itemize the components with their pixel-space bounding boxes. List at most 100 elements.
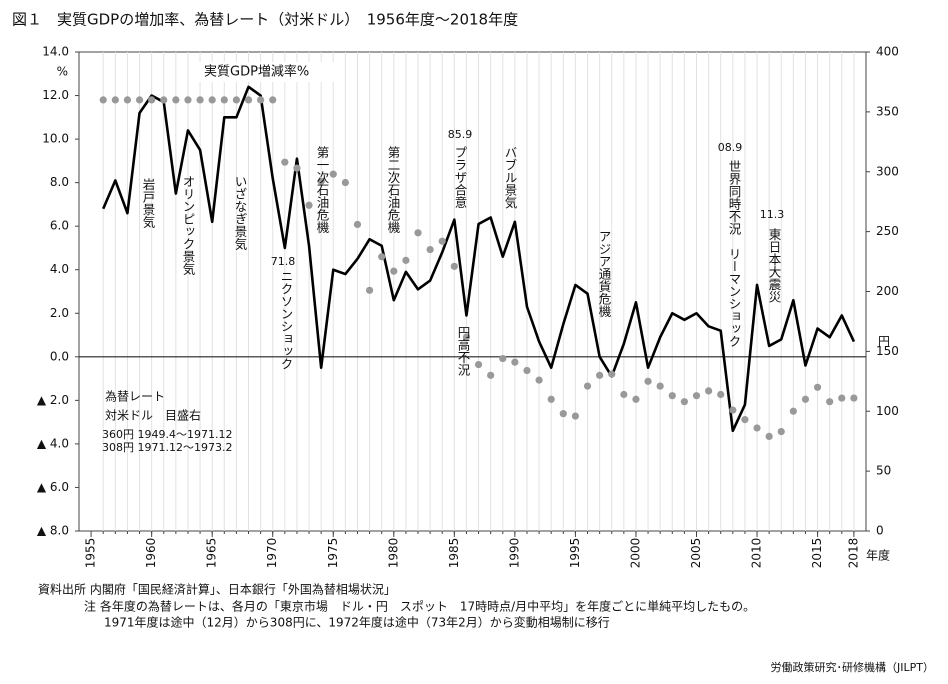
rate-dot (474, 360, 483, 369)
y-tick-label: 10.0 (42, 132, 69, 146)
y2-tick-label: 150 (876, 344, 899, 358)
rate-dot (668, 392, 676, 400)
rate-dot (317, 177, 325, 185)
legend-note: 308円 1971.12～1973.2 (102, 441, 232, 454)
y2-tick-label: 0 (876, 524, 884, 538)
y2-unit: 円 (878, 335, 890, 349)
annotation: いざなぎ景気 (233, 175, 248, 251)
x-tick-label: 1965 (205, 538, 219, 569)
rate-dot (838, 394, 846, 402)
x-tick-label: 2005 (689, 538, 703, 569)
y2-tick-label: 250 (876, 224, 899, 238)
annotation: 第二次石油危機 (386, 146, 401, 234)
rate-dot (378, 253, 386, 261)
plot-frame (78, 51, 867, 532)
y-tick-label: 0.0 (50, 349, 69, 363)
rate-dot (741, 416, 749, 424)
rate-dot (172, 96, 180, 104)
rate-dot (353, 220, 362, 229)
x-tick-label: 2000 (628, 538, 642, 569)
x-tick-label: 1955 (84, 538, 98, 569)
label-bg (196, 62, 336, 82)
rate-dot (293, 164, 301, 172)
x-tick-label: 1980 (386, 538, 400, 569)
y2-tick-label: 50 (876, 464, 891, 478)
y-tick-label: 2.0 (50, 306, 69, 320)
rate-dot (390, 267, 398, 275)
rate-dot (692, 392, 701, 400)
rate-dot (559, 410, 567, 418)
annotation: プラザ合意 (453, 146, 468, 209)
y2-tick-label: 400 (876, 45, 899, 59)
rate-dot (705, 387, 713, 395)
rate-dot (571, 412, 580, 420)
legend-note: 360円 1949.4～1971.12 (102, 428, 232, 441)
rate-dot (365, 286, 374, 294)
rate-dot (523, 366, 531, 375)
rate-dot (850, 394, 858, 402)
y-unit: % (57, 65, 68, 79)
rate-dot (257, 96, 265, 104)
rate-dot (729, 406, 737, 414)
rate-dot (135, 96, 144, 104)
rate-dot (717, 390, 725, 399)
rate-dot (329, 170, 337, 178)
annotation: バブル景気 (503, 146, 518, 209)
y-tick-label: ▲ 8.0 (37, 524, 69, 538)
rate-dot (596, 371, 604, 379)
gdp-line (102, 85, 856, 433)
rate-dot (196, 96, 204, 104)
annotation: 第一次石油危機 (315, 146, 330, 234)
rate-dot (535, 376, 543, 384)
rate-dot (656, 382, 664, 390)
y-tick-label: ▲ 4.0 (37, 436, 69, 450)
y2-tick-label: 100 (876, 404, 899, 418)
rate-dot (462, 333, 471, 341)
rate-dot (777, 428, 785, 436)
rate-dot (305, 201, 313, 209)
y-tick-label: 8.0 (50, 175, 69, 189)
rate-dot (111, 96, 119, 104)
x-tick-label: 2015 (810, 538, 824, 569)
annotation: アジア通貨危機 (597, 230, 612, 318)
x-tick-label: 1975 (326, 538, 340, 569)
rate-dot (269, 96, 277, 104)
legend-label: 為替レート (105, 390, 165, 404)
rate-dot (632, 395, 640, 403)
x-tick-label: 1995 (568, 538, 582, 569)
rate-dot (426, 245, 434, 254)
note: 注 各年度の為替レートは、各月の「東京市場 ドル・円 スポット 17時時点/月中… (84, 599, 755, 614)
rate-dot (438, 237, 446, 245)
x-tick-label: 2018 (846, 538, 860, 569)
x-tick-label: 1990 (507, 538, 521, 569)
y-tick-label: ▲ 2.0 (37, 393, 69, 407)
rate-dot (499, 354, 507, 363)
y2-tick-label: 300 (876, 164, 899, 178)
rate-dot (583, 382, 592, 390)
y-tick-label: 14.0 (42, 45, 69, 59)
rate-dot (765, 432, 773, 440)
rate-dot (148, 96, 156, 104)
legend-note: 対米ドル 目盛右 (105, 408, 201, 423)
rate-dot (123, 96, 132, 104)
annotation: 85.9 (448, 128, 473, 141)
x-tick-label: 1985 (447, 538, 461, 569)
rate-dot (160, 96, 168, 104)
rate-dot (487, 371, 495, 379)
source: 資料出所 内閣府「国民経済計算」、日本銀行「外国為替相場状況」 (38, 582, 396, 597)
y-tick-label: 12.0 (42, 88, 69, 102)
annotation: 東日本大震災 (767, 228, 782, 303)
rate-dot (547, 395, 555, 403)
rate-dot (789, 407, 797, 415)
annotation: 世界同時不況 リーマンショック (727, 160, 742, 348)
y2-tick-label: 350 (876, 104, 899, 118)
annotation: 円高不況 (456, 326, 471, 376)
annotation: 岩戸景気 (141, 177, 156, 229)
rate-dot (99, 96, 107, 104)
series-label: 実質GDP増減率% (204, 64, 309, 80)
rate-dot (813, 383, 822, 391)
rate-dot (608, 370, 616, 378)
y-tick-label: ▲ 6.0 (37, 480, 69, 494)
annotation: 71.8 (271, 255, 296, 268)
